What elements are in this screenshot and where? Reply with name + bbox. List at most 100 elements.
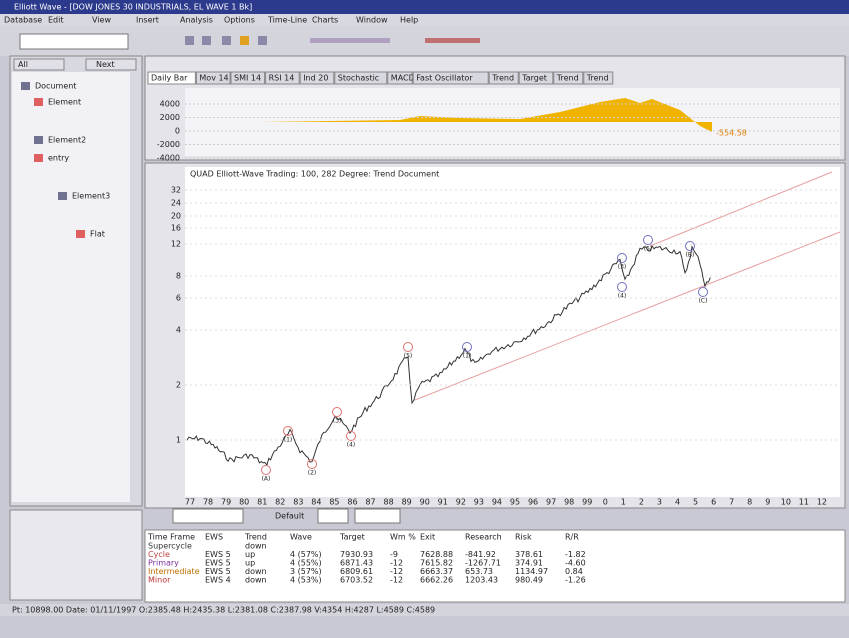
menu-item[interactable]: Edit [48, 16, 64, 25]
table-cell: 980.49 [515, 576, 543, 585]
x-tick-label: 88 [384, 498, 394, 507]
x-tick-label: 78 [203, 498, 213, 507]
menu-item[interactable]: View [92, 16, 111, 25]
x-tick-label: 6 [711, 498, 716, 507]
x-tick-label: 98 [564, 498, 574, 507]
x-tick-label: 4 [675, 498, 680, 507]
x-tick-label: 77 [185, 498, 195, 507]
y-tick-label: 16 [171, 224, 181, 233]
tree-item[interactable]: Flat [90, 230, 105, 239]
search-box[interactable] [20, 34, 128, 49]
x-tick-label: 9 [765, 498, 770, 507]
x-tick-label: 80 [239, 498, 249, 507]
left-lower-panel [10, 510, 142, 600]
x-tick-label: 92 [456, 498, 466, 507]
wave-label: (A) [262, 476, 271, 483]
menu-item[interactable]: Database [4, 16, 42, 25]
tab-label: Target [521, 74, 547, 83]
tree-icon [34, 136, 43, 144]
table-header: Wave [290, 533, 312, 542]
x-tick-label: 2 [639, 498, 644, 507]
x-tick-label: 7 [729, 498, 734, 507]
table-header: Wm % [390, 533, 416, 542]
menu-item[interactable]: Analysis [180, 16, 213, 25]
table-header: Exit [420, 533, 435, 542]
x-tick-label: 12 [817, 498, 827, 507]
y-tick-label: 1 [176, 436, 181, 445]
oscillator-tick: -2000 [157, 140, 180, 149]
wave-label: (5) [644, 246, 653, 253]
table-header: Trend [244, 533, 267, 542]
table-cell: 6703.52 [340, 576, 373, 585]
table-header: Time Frame [147, 533, 195, 542]
tab-label: Ind 20 [303, 74, 328, 83]
x-tick-label: 81 [257, 498, 267, 507]
table-header: EWS [205, 533, 223, 542]
menu-item[interactable]: Options [224, 16, 255, 25]
table-cell: Minor [148, 576, 171, 585]
table-cell: -12 [390, 576, 403, 585]
tree-item[interactable]: Document [35, 82, 76, 91]
dropdown[interactable] [173, 509, 243, 523]
tree-icon [21, 82, 30, 90]
dropdown[interactable] [355, 509, 400, 523]
wave-label: (2) [308, 470, 317, 477]
x-tick-label: 85 [329, 498, 339, 507]
menu-item[interactable]: Charts [312, 16, 338, 25]
wave-label: (1) [284, 437, 293, 444]
wave-label: (B) [686, 252, 695, 259]
tab-label: Fast Oscillator [416, 74, 473, 83]
x-tick-label: 97 [546, 498, 556, 507]
y-tick-label: 8 [176, 272, 181, 281]
menu-item[interactable]: Help [400, 16, 418, 25]
oscillator-tick: 4000 [160, 100, 180, 109]
oscillator-tick: 2000 [160, 113, 180, 122]
y-tick-label: 32 [171, 186, 181, 195]
wave-label: (1) [463, 353, 472, 360]
x-tick-label: 86 [347, 498, 357, 507]
table-cell: EWS 4 [205, 576, 231, 585]
x-tick-label: 0 [603, 498, 608, 507]
table-header: Target [339, 533, 365, 542]
x-tick-label: 89 [402, 498, 412, 507]
x-tick-label: 83 [293, 498, 303, 507]
oscillator-note: -554.58 [716, 129, 747, 138]
tree-item[interactable]: Element [48, 98, 81, 107]
y-tick-label: 6 [176, 294, 181, 303]
tab-label: Stochastic [338, 74, 379, 83]
x-tick-label: 99 [582, 498, 592, 507]
table-cell: down [245, 576, 267, 585]
y-tick-label: 12 [171, 240, 181, 249]
x-tick-label: 91 [438, 498, 448, 507]
x-tick-label: 87 [365, 498, 375, 507]
x-tick-label: 11 [799, 498, 809, 507]
tree-icon [76, 230, 85, 238]
page: Elliott Wave - [DOW JONES 30 INDUSTRIALS… [0, 0, 849, 636]
x-tick-label: 96 [528, 498, 538, 507]
x-tick-label: 94 [492, 498, 502, 507]
wave-label: (5) [404, 353, 413, 360]
tab-label: Daily Bar [151, 74, 188, 83]
wave-label: (3) [333, 418, 342, 425]
x-tick-label: 1 [621, 498, 626, 507]
tree-icon [58, 192, 67, 200]
x-tick-label: 8 [747, 498, 752, 507]
button-label: Next [96, 60, 115, 69]
menu-item[interactable]: Window [356, 16, 388, 25]
menu-item[interactable]: Insert [136, 16, 159, 25]
chart-title: QUAD Elliott-Wave Trading: 100, 282 Degr… [190, 170, 439, 179]
tab-label: RSI 14 [269, 74, 295, 83]
tree-item[interactable]: Element3 [72, 192, 110, 201]
x-tick-label: 82 [275, 498, 285, 507]
tree-item[interactable]: entry [48, 154, 69, 163]
x-tick-label: 10 [781, 498, 791, 507]
wave-label: (4) [618, 293, 627, 300]
x-tick-label: 93 [474, 498, 484, 507]
tree-item[interactable]: Element2 [48, 136, 86, 145]
y-tick-label: 2 [176, 381, 181, 390]
table-cell: 1203.43 [465, 576, 498, 585]
tab-label: SMI 14 [234, 74, 261, 83]
wave-label: (C) [699, 298, 708, 305]
menu-item[interactable]: Time-Line [267, 16, 307, 25]
dropdown[interactable] [318, 509, 348, 523]
